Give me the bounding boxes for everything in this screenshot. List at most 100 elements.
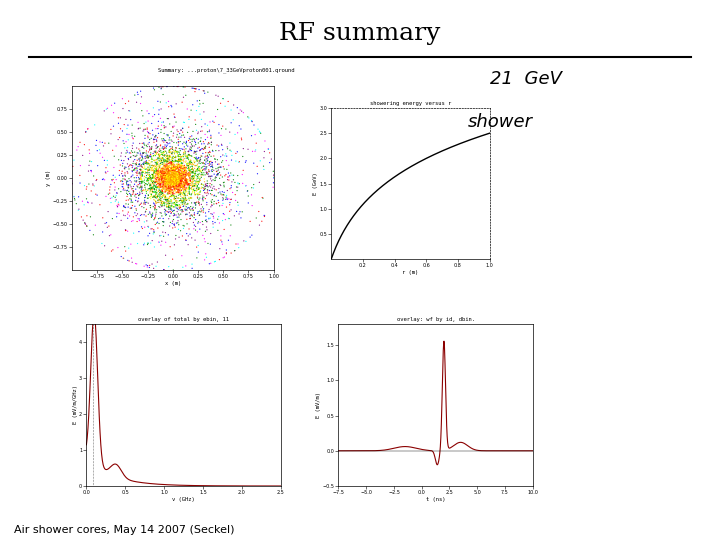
Point [171,164,182,172]
Point [171,177,183,185]
Point [166,166,178,174]
Point [163,103,174,111]
Point [160,178,171,186]
Point [174,175,185,184]
Point [99,106,110,115]
Point [142,158,153,167]
Point [172,157,184,166]
Point [149,151,161,159]
Point [166,185,177,194]
Point [169,178,181,186]
Point [170,231,181,240]
Point [164,178,176,187]
Point [168,184,180,193]
Point [158,161,170,170]
Point [206,138,217,147]
Point [229,130,240,139]
Point [251,214,262,222]
Point [173,191,184,199]
Point [174,163,186,172]
Point [170,182,181,191]
Point [147,212,158,220]
Point [176,170,187,179]
Point [166,219,178,228]
Point [170,173,181,182]
Point [166,164,178,173]
Point [163,176,175,184]
Point [184,212,196,220]
Point [181,179,193,187]
Point [168,177,179,185]
Point [184,185,195,194]
Point [169,183,181,191]
Point [173,174,184,183]
Point [122,195,134,204]
Point [94,138,106,146]
Point [174,190,186,198]
Point [181,159,192,168]
Point [181,178,192,186]
Point [181,167,192,176]
Point [187,127,199,136]
Point [158,177,169,186]
Point [119,202,130,211]
Point [175,174,186,183]
Point [145,187,157,195]
Point [175,126,186,134]
Point [191,106,202,115]
Point [190,166,202,174]
Point [150,124,162,133]
Point [217,216,228,225]
Y-axis label: E (mV/m): E (mV/m) [316,392,321,418]
Point [168,146,179,154]
Point [169,174,181,183]
Point [73,206,84,214]
Point [225,147,237,156]
Point [169,175,181,184]
Point [176,168,187,177]
Point [171,171,182,179]
Point [145,173,156,182]
Point [148,161,159,170]
Point [136,175,148,184]
Point [165,177,176,186]
Point [177,263,189,272]
Point [194,165,206,173]
Point [212,196,224,205]
Point [167,178,179,187]
Point [196,207,207,215]
Point [174,172,185,181]
Point [168,176,180,184]
Point [171,171,182,180]
Point [159,169,171,178]
Point [181,170,193,178]
Point [120,226,132,235]
Point [158,173,169,181]
Point [119,164,130,173]
Point [212,92,224,100]
Point [148,181,160,190]
Point [204,118,216,126]
Point [178,193,189,201]
Point [181,174,192,183]
Point [143,128,154,137]
Point [161,164,173,172]
Point [158,176,170,184]
Point [156,150,168,159]
Point [181,152,193,161]
Point [166,174,177,183]
Point [196,173,207,181]
Point [167,174,179,183]
Point [161,178,173,187]
Point [145,176,157,184]
Point [184,193,196,202]
Point [150,135,162,144]
Point [157,172,168,180]
Point [182,147,194,156]
Point [122,159,133,168]
Point [167,175,179,184]
Point [221,202,233,211]
Point [163,178,175,187]
Point [215,236,227,245]
Point [94,200,106,209]
